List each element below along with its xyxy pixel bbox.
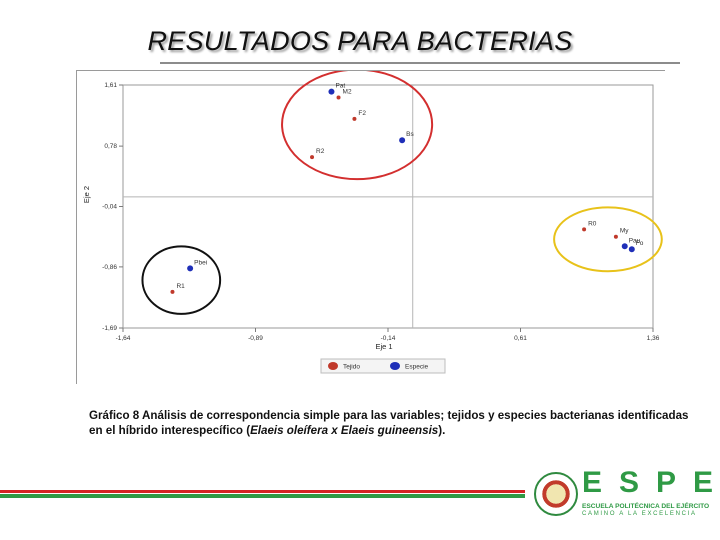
point-Fo	[628, 246, 635, 253]
point-label-My: My	[620, 228, 629, 235]
footer-green-stripe	[0, 494, 525, 498]
x-tick-label: -0,14	[381, 335, 396, 342]
point-label-F2: F2	[358, 110, 366, 117]
group-ellipse-yellow	[553, 206, 663, 273]
caption-species: Elaeis oleífera x Elaeis guineensis	[250, 424, 439, 437]
point-M2	[336, 95, 341, 100]
point-label-R1: R1	[176, 283, 185, 290]
x-tick-label: 1,36	[647, 335, 660, 342]
caption-text-end: ).	[438, 424, 446, 437]
x-tick-label: 0,61	[514, 335, 527, 342]
y-tick-label: -0,04	[102, 204, 117, 211]
logo-subtitle: ESCUELA POLITÉCNICA DEL EJÉRCITO	[582, 503, 710, 510]
y-tick-label: -0,86	[102, 264, 117, 271]
point-Pau	[621, 243, 628, 250]
legend-label-tejido: Tejido	[343, 364, 360, 371]
x-axis-label: Eje 1	[375, 342, 392, 351]
y-tick-label: 1,61	[104, 82, 117, 89]
legend-label-especie: Especie	[405, 364, 429, 371]
point-label-M2: M2	[343, 89, 352, 96]
point-Pat	[328, 88, 335, 95]
slide-title: RESULTADOS PARA BACTERIAS	[147, 26, 573, 56]
point-R1	[170, 289, 175, 294]
footer-red-stripe	[0, 490, 525, 493]
point-label-Pbei: Pbei	[194, 259, 207, 266]
point-My	[613, 234, 618, 239]
y-tick-label: -1,69	[102, 325, 117, 332]
legend-marker-especie	[390, 362, 400, 370]
point-label-Pat: Pat	[335, 83, 345, 90]
legend-box	[320, 358, 446, 374]
point-F2	[352, 116, 357, 121]
legend-marker-tejido	[328, 362, 338, 370]
point-label-R0: R0	[588, 220, 597, 227]
point-label-Bs: Bs	[406, 131, 414, 138]
espe-seal-icon	[534, 472, 578, 516]
point-Pbei	[187, 265, 194, 272]
point-Bs	[399, 137, 406, 144]
y-tick-label: 0,78	[104, 143, 117, 150]
caption-text: Gráfico 8 Análisis de correspondencia si…	[89, 409, 689, 437]
chart-frame: -1,64 -0,89 -0,14 0,61 1,36 1,61 0,78 -0,04 -0,8…	[76, 70, 665, 384]
point-label-R2: R2	[316, 148, 325, 155]
footer-stripe	[0, 490, 525, 498]
group-ellipse-black	[141, 245, 222, 315]
point-R0	[582, 227, 587, 232]
logo-motto: CAMINO A LA EXCELENCIA	[582, 511, 697, 517]
x-tick-label: -1,64	[116, 335, 131, 342]
point-label-Pau: Pau	[629, 237, 641, 244]
figure-caption: Gráfico 8 Análisis de correspondencia si…	[89, 408, 699, 438]
point-R2	[310, 155, 315, 160]
y-axis-label: Eje 2	[82, 186, 91, 203]
point-label-Fo: Fo	[636, 240, 644, 247]
espe-logo: ESPE ESCUELA POLITÉCNICA DEL EJÉRCITO CA…	[532, 466, 713, 520]
group-ellipse-red	[281, 71, 434, 181]
logo-brand: ESPE	[582, 466, 720, 499]
correspondence-scatter-chart: -1,64 -0,89 -0,14 0,61 1,36 1,61 0,78 -0,04 -0,8…	[82, 71, 663, 374]
title-underline	[160, 62, 680, 64]
plot-border	[122, 84, 654, 329]
x-tick-label: -0,89	[248, 335, 263, 342]
